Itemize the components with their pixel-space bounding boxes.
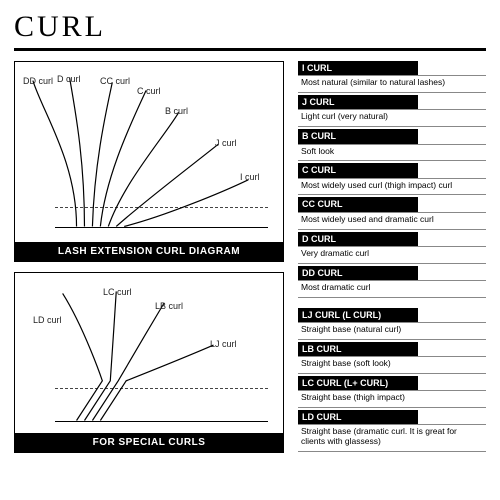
definition-block: LC CURL (L+ CURL)Straight base (thigh im… — [298, 376, 486, 408]
definition-block: DD CURLMost dramatic curl — [298, 266, 486, 298]
curve-label: J curl — [215, 138, 237, 148]
curve-label: LC curl — [103, 287, 132, 297]
definition-body: Very dramatic curl — [298, 246, 486, 264]
page-title: CURL — [14, 10, 486, 44]
main-curl-panel: DD curl D curl CC curl C curl B curl J curl I … — [14, 61, 284, 262]
definition-head: DD CURL — [298, 266, 418, 280]
definition-block: LD CURLStraight base (dramatic curl. It … — [298, 410, 486, 452]
definition-body: Most widely used curl (thigh impact) cur… — [298, 178, 486, 196]
definition-body: Light curl (very natural) — [298, 109, 486, 127]
special-curl-body: LD curl LC curl LB curl LJ curl — [15, 273, 283, 433]
curve-label: LB curl — [155, 301, 183, 311]
definition-block: D CURLVery dramatic curl — [298, 232, 486, 264]
curl-curve — [92, 303, 163, 420]
definition-block: CC CURLMost widely used and dramatic cur… — [298, 197, 486, 229]
curve-label: DD curl — [23, 76, 53, 86]
curve-label: B curl — [165, 106, 188, 116]
definition-head: D CURL — [298, 232, 418, 246]
definition-head: J CURL — [298, 95, 418, 109]
definition-block: LJ CURL (L CURL)Straight base (natural c… — [298, 308, 486, 340]
curve-label: LD curl — [33, 315, 62, 325]
curl-curve — [124, 180, 248, 227]
curl-curve — [92, 83, 112, 227]
definition-block: I CURLMost natural (similar to natural l… — [298, 61, 486, 93]
curl-curve — [108, 112, 178, 226]
definition-body: Soft look — [298, 144, 486, 162]
curl-curve — [100, 90, 146, 226]
definition-head: LD CURL — [298, 410, 418, 424]
definition-head: CC CURL — [298, 197, 418, 211]
curve-label: LJ curl — [210, 339, 237, 349]
definition-body: Straight base (soft look) — [298, 356, 486, 374]
definition-body: Straight base (natural curl) — [298, 322, 486, 340]
definition-head: I CURL — [298, 61, 418, 75]
definition-body: Most natural (similar to natural lashes) — [298, 75, 486, 93]
main-curl-caption: LASH EXTENSION CURL DIAGRAM — [15, 242, 283, 261]
definition-head: LJ CURL (L CURL) — [298, 308, 418, 322]
definition-body: Straight base (dramatic curl. It is grea… — [298, 424, 486, 452]
curve-label: I curl — [240, 172, 260, 182]
curve-label: C curl — [137, 86, 161, 96]
definition-head: B CURL — [298, 129, 418, 143]
curl-curve — [33, 81, 77, 227]
definition-block: J CURLLight curl (very natural) — [298, 95, 486, 127]
standard-definitions: I CURLMost natural (similar to natural l… — [298, 61, 486, 298]
definition-body: Straight base (thigh impact) — [298, 390, 486, 408]
definition-block: C CURLMost widely used curl (thigh impac… — [298, 163, 486, 195]
main-curl-body: DD curl D curl CC curl C curl B curl J curl I … — [15, 62, 283, 242]
definition-block: B CURLSoft look — [298, 129, 486, 161]
special-curl-panel: LD curl LC curl LB curl LJ curl FOR SPECIAL… — [14, 272, 284, 453]
definition-head: C CURL — [298, 163, 418, 177]
definition-head: LB CURL — [298, 342, 418, 356]
curl-curve — [116, 144, 218, 226]
right-column: I CURLMost natural (similar to natural l… — [298, 61, 486, 454]
content: DD curl D curl CC curl C curl B curl J curl I … — [14, 61, 486, 454]
definition-block: LB CURLStraight base (soft look) — [298, 342, 486, 374]
definition-head: LC CURL (L+ CURL) — [298, 376, 418, 390]
curl-curve — [70, 78, 85, 227]
definition-body: Most dramatic curl — [298, 280, 486, 298]
special-curl-caption: FOR SPECIAL CURLS — [15, 433, 283, 452]
title-rule — [14, 48, 486, 51]
curves-svg — [15, 273, 283, 433]
special-definitions: LJ CURL (L CURL)Straight base (natural c… — [298, 308, 486, 452]
left-column: DD curl D curl CC curl C curl B curl J curl I … — [14, 61, 284, 454]
curve-label: CC curl — [100, 76, 130, 86]
definition-body: Most widely used and dramatic curl — [298, 212, 486, 230]
curve-label: D curl — [57, 74, 81, 84]
